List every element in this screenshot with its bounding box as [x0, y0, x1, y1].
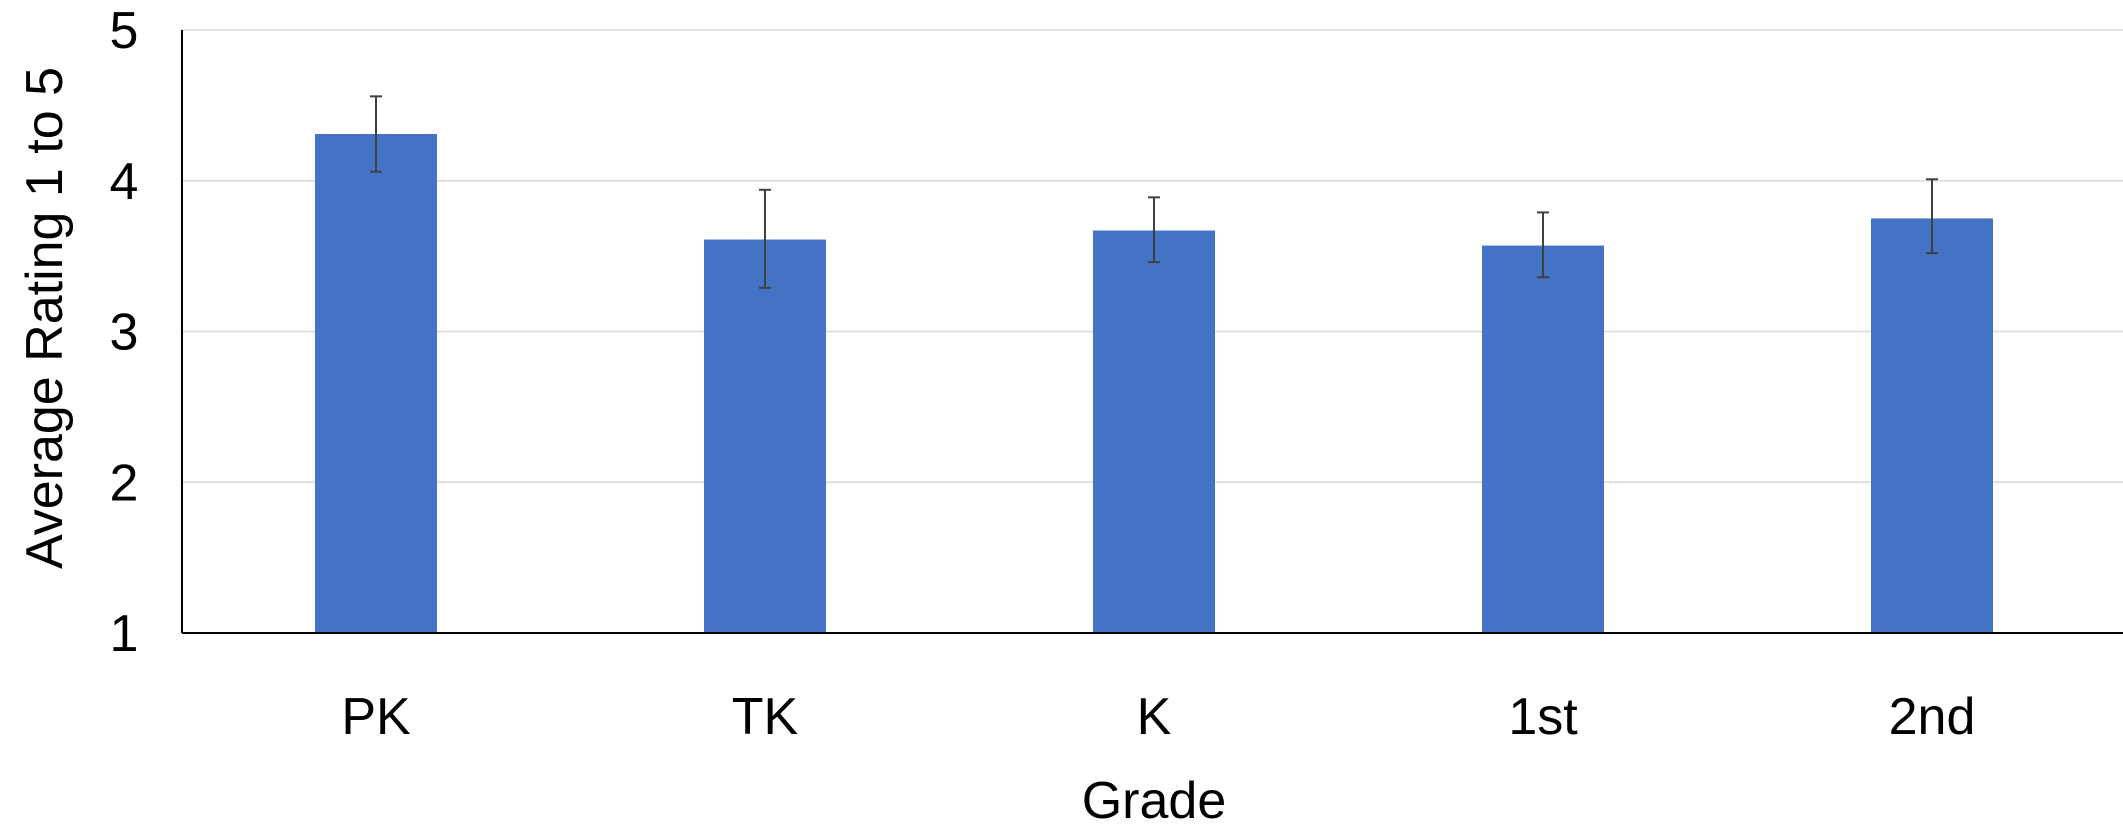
y-tick-label: 1 — [110, 605, 139, 663]
error-bar-tk — [759, 188, 771, 289]
x-tick-label: 1st — [1508, 688, 1578, 746]
x-tick-label: PK — [341, 688, 411, 746]
y-tick-label: 3 — [110, 304, 139, 362]
bar-pk — [315, 134, 437, 633]
error-bar-pk — [370, 95, 382, 173]
x-tick-label: K — [1137, 688, 1172, 746]
error-bars — [370, 95, 1938, 289]
y-tick-label: 4 — [110, 153, 139, 211]
y-tick-labels: 1 2 3 4 5 — [110, 2, 139, 663]
error-bar-1st — [1537, 211, 1549, 279]
y-tick-label: 5 — [110, 2, 139, 60]
bar-tk — [704, 239, 826, 634]
bars — [315, 134, 1993, 634]
bar-2nd — [1871, 218, 1993, 633]
x-axis-title: Grade — [1082, 772, 1227, 829]
bar-1st — [1482, 245, 1604, 633]
x-tick-labels: PK TK K 1st 2nd — [341, 688, 1975, 746]
x-tick-label: 2nd — [1889, 688, 1976, 746]
x-tick-label: TK — [732, 688, 799, 746]
error-bar-k — [1148, 196, 1160, 264]
bar-k — [1093, 230, 1215, 633]
axes — [181, 30, 2123, 634]
y-tick-label: 2 — [110, 454, 139, 512]
error-bar-2nd — [1926, 178, 1938, 255]
y-axis-title: Average Rating 1 to 5 — [16, 67, 74, 569]
